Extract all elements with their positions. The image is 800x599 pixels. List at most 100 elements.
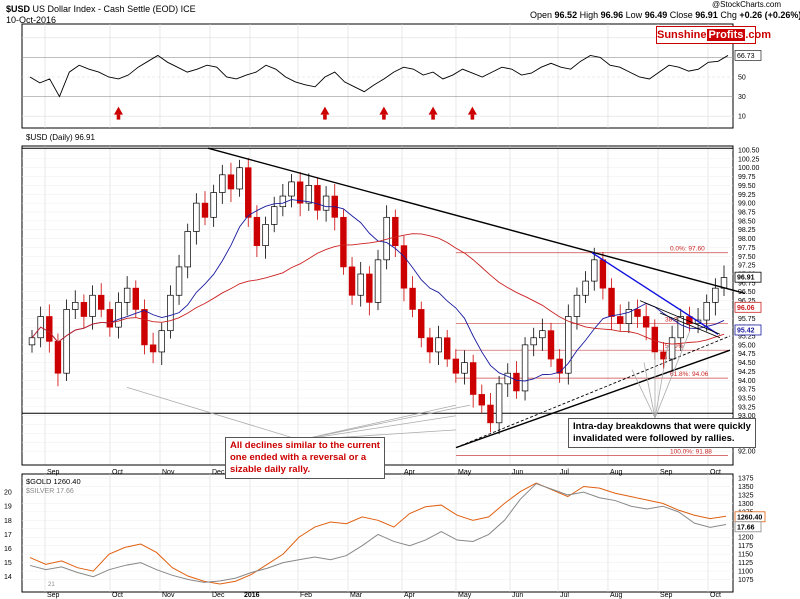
usd-tick-label: 94.50 xyxy=(738,360,756,367)
candle-body xyxy=(193,202,200,232)
candle-body xyxy=(279,195,287,208)
candle-body xyxy=(487,404,494,424)
usd-tick-label: 97.50 xyxy=(738,254,756,261)
candle-body xyxy=(305,185,313,204)
candle-body xyxy=(591,259,598,282)
gold-tick-label: 1325 xyxy=(738,492,754,499)
candle-body xyxy=(642,316,650,328)
price-flag-text: 95.42 xyxy=(737,327,755,334)
short-trend-line xyxy=(659,312,721,339)
close-value: 96.91 xyxy=(695,10,718,20)
usd-tick-label: 100.00 xyxy=(738,165,760,172)
chart-header: $USD US Dollar Index - Cash Settle (EOD)… xyxy=(6,4,196,14)
price-flag xyxy=(734,271,762,283)
rsi-signal-arrow xyxy=(320,106,330,115)
usd-tick-label: 96.75 xyxy=(738,280,756,287)
silver-extra-label: 21 xyxy=(48,582,55,588)
candle-body xyxy=(158,330,165,353)
fib-level-label: 0.0%: 97.60 xyxy=(670,246,705,253)
candle-body xyxy=(556,358,563,374)
usd-x-label: Oct xyxy=(710,469,721,476)
usd-x-label: Aug xyxy=(610,469,623,476)
silver-tick-label: 15 xyxy=(4,560,12,567)
gold-tick-label: 1150 xyxy=(738,552,753,559)
annotation-pointer xyxy=(643,362,656,419)
gs-x-label: Jul xyxy=(560,592,569,599)
usd-tick-label: 95.00 xyxy=(738,342,756,349)
candle-body xyxy=(469,362,477,395)
usd-tick-label: 98.00 xyxy=(738,236,756,243)
gs-x-label: Mar xyxy=(350,592,363,599)
candle-body xyxy=(357,273,364,296)
rsi-signal-arrow-stem xyxy=(323,114,327,120)
candle-body xyxy=(219,174,226,193)
usd-tick-label: 96.50 xyxy=(738,289,756,296)
silver-tick-label: 18 xyxy=(4,518,12,525)
candle-body xyxy=(608,287,615,317)
rsi-tick-label: 30 xyxy=(738,94,746,101)
candle-body xyxy=(123,287,131,303)
usd-tick-label: 99.00 xyxy=(738,201,756,208)
candle-body xyxy=(270,206,278,225)
usd-x-label: Jul xyxy=(560,469,569,476)
usd-tick-label: 99.50 xyxy=(738,183,756,190)
candle-body xyxy=(28,337,36,346)
gold-tick-label: 1075 xyxy=(738,577,754,584)
usd-tick-label: 97.25 xyxy=(738,263,756,270)
low-value: 96.49 xyxy=(644,10,668,20)
gs-x-label: Oct xyxy=(710,592,721,599)
candle-body xyxy=(539,330,546,339)
candle-body xyxy=(625,309,633,324)
gold-tick-label: 1350 xyxy=(738,484,754,491)
gs-x-label: Jun xyxy=(512,592,523,599)
usd-tick-label: 98.50 xyxy=(738,218,756,225)
annotation-pointer xyxy=(654,330,691,419)
usd-tick-label: 93.25 xyxy=(738,404,756,411)
candle-body xyxy=(573,294,581,317)
candle-body xyxy=(409,287,416,310)
silver-tick-label: 20 xyxy=(4,490,12,497)
candle-body xyxy=(314,185,321,211)
gs-x-label: 2016 xyxy=(244,592,260,599)
usd-tick-label: 93.50 xyxy=(738,396,756,403)
candle-body xyxy=(504,372,511,385)
candle-body xyxy=(435,337,442,353)
rsi-signal-arrow-stem xyxy=(382,114,386,120)
gs-x-label: Dec xyxy=(212,592,225,599)
candle-body xyxy=(530,337,537,346)
gs-x-label: Sep xyxy=(47,592,60,599)
candle-body xyxy=(63,309,70,374)
ticker-description: US Dollar Index - Cash Settle (EOD) xyxy=(32,4,179,14)
gold-tick-label: 1200 xyxy=(738,535,754,542)
gold-tick-label: 1100 xyxy=(738,569,753,576)
panel-frame-gs xyxy=(21,473,734,593)
candle-body xyxy=(72,301,79,310)
candle-body xyxy=(227,174,235,190)
price-flag-text: 96.06 xyxy=(737,305,755,312)
exchange: ICE xyxy=(180,4,196,14)
usd-tick-label: 94.00 xyxy=(738,378,756,385)
gs-x-label: Nov xyxy=(162,592,175,599)
gold-tick-label: 1175 xyxy=(738,543,753,550)
candle-body xyxy=(547,330,555,360)
candle-body xyxy=(115,301,122,328)
candle-body xyxy=(236,167,243,190)
candle-body xyxy=(668,337,676,360)
gs-x-label: Aug xyxy=(610,592,623,599)
usd-tick-label: 99.75 xyxy=(738,174,756,181)
candle-body xyxy=(616,316,624,324)
gs-x-label: Apr xyxy=(404,592,416,599)
candle-body xyxy=(565,316,572,374)
right-annotation: Intra-day breakdowns that were quickly i… xyxy=(568,418,756,448)
usd-x-label: Jun xyxy=(512,469,523,476)
candle-body xyxy=(348,266,356,296)
gs-x-label: Feb xyxy=(300,592,312,599)
sunshine-profits-logo: Sunshine Profits .com xyxy=(656,26,771,44)
candle-body xyxy=(366,273,373,303)
change-value: +0.26 (+0.26%) xyxy=(739,10,800,20)
usd-tick-label: 100.50 xyxy=(738,148,760,155)
silver-flag xyxy=(734,521,762,533)
candle-body xyxy=(340,216,347,268)
blue-trend-line xyxy=(591,252,719,335)
